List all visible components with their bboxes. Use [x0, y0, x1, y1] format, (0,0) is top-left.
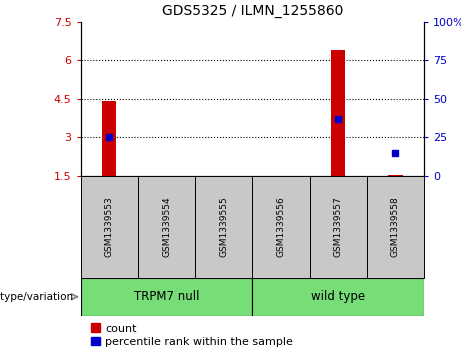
Bar	[102, 102, 117, 176]
Text: GSM1339558: GSM1339558	[391, 196, 400, 257]
Bar	[81, 176, 138, 278]
Text: GSM1339556: GSM1339556	[277, 196, 285, 257]
Bar	[367, 176, 424, 278]
Text: GSM1339557: GSM1339557	[334, 196, 343, 257]
Bar	[253, 176, 310, 278]
Bar	[331, 50, 345, 176]
Title: GDS5325 / ILMN_1255860: GDS5325 / ILMN_1255860	[162, 4, 343, 18]
Bar	[138, 176, 195, 278]
Text: GSM1339555: GSM1339555	[219, 196, 228, 257]
Bar	[253, 278, 424, 316]
Text: wild type: wild type	[311, 290, 365, 303]
Bar	[81, 278, 253, 316]
Text: genotype/variation: genotype/variation	[0, 292, 74, 302]
Bar	[310, 176, 367, 278]
Legend: count, percentile rank within the sample: count, percentile rank within the sample	[86, 319, 297, 351]
Bar	[388, 175, 402, 176]
Text: GSM1339553: GSM1339553	[105, 196, 114, 257]
Text: TRPM7 null: TRPM7 null	[134, 290, 199, 303]
Text: GSM1339554: GSM1339554	[162, 196, 171, 257]
Bar	[195, 176, 253, 278]
